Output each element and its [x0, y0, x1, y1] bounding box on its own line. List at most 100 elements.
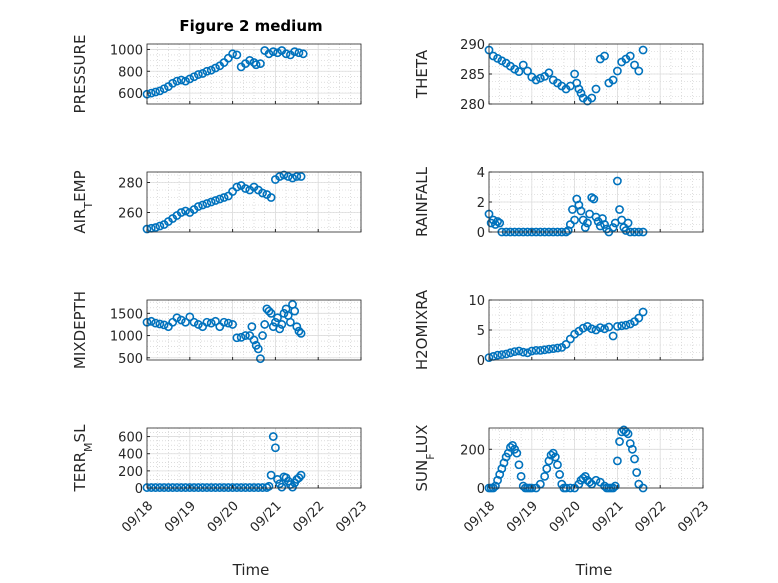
axes-box	[146, 43, 362, 105]
data-point	[501, 349, 511, 359]
data-point	[623, 218, 633, 228]
y-label-subscript: M	[82, 442, 95, 452]
data-point	[172, 313, 182, 323]
data-point	[514, 67, 524, 76]
data-point	[258, 331, 267, 340]
data-point	[583, 218, 592, 228]
data-point	[583, 321, 592, 331]
data-point	[613, 456, 622, 466]
data-point	[159, 483, 169, 492]
data-point	[189, 317, 199, 327]
data-point	[615, 437, 624, 446]
data-point	[574, 84, 584, 94]
y-tick-label: 290	[460, 38, 485, 53]
data-point	[151, 483, 160, 492]
data-point	[151, 87, 160, 97]
data-point	[600, 324, 609, 334]
data-point	[544, 68, 554, 78]
y-tick-label: 260	[118, 207, 143, 222]
data-point	[625, 51, 635, 61]
data-point	[553, 343, 562, 353]
subplot-terr-msl: 0 200 400 600 09/18 09/19 09/20 09/21 09/22 09/23…	[71, 424, 370, 536]
data-point	[232, 483, 242, 492]
data-point	[215, 194, 225, 204]
y-tick-label: 1000	[110, 43, 143, 58]
data-point	[256, 354, 265, 364]
data-point	[589, 194, 599, 204]
data-point	[228, 49, 237, 59]
data-point	[155, 319, 165, 329]
data-point	[555, 470, 565, 479]
data-point	[266, 308, 276, 318]
y-tick-label: 10	[468, 294, 485, 309]
data-point	[256, 59, 265, 69]
data-point	[510, 64, 520, 74]
data-point	[232, 182, 242, 192]
data-point	[627, 444, 637, 454]
data-point	[542, 464, 552, 474]
data-point	[493, 350, 502, 360]
data-point	[540, 345, 550, 355]
data-point	[493, 54, 502, 63]
data-point	[266, 470, 276, 480]
y-axis-label: TERRMSL	[71, 424, 95, 493]
data-point	[277, 320, 287, 329]
x-tick-label: 09/21	[248, 499, 285, 536]
data-point	[168, 78, 178, 88]
y-tick-label: 0	[477, 482, 485, 497]
y-tick-label: 4	[477, 166, 485, 181]
data-point	[185, 483, 195, 492]
data-point	[159, 84, 169, 94]
y-tick-label: 280	[118, 177, 143, 192]
data-point	[518, 60, 528, 70]
figure-title: Figure 2 medium	[179, 17, 322, 35]
data-point	[193, 202, 203, 211]
data-point	[615, 205, 624, 214]
data-point	[193, 70, 203, 79]
data-point	[275, 324, 285, 334]
data-point	[270, 443, 280, 453]
data-point	[604, 322, 614, 332]
data-point	[523, 66, 532, 76]
data-point	[241, 483, 250, 492]
x-tick-label: 09/23	[675, 499, 712, 536]
data-point	[570, 69, 579, 79]
y-tick-label: 1000	[110, 330, 143, 345]
data-point	[185, 312, 195, 322]
data-point	[298, 49, 308, 59]
data-point	[181, 206, 190, 216]
data-point	[576, 88, 586, 98]
data-point	[211, 196, 220, 205]
data-point	[245, 55, 255, 65]
data-point	[168, 483, 178, 492]
data-point	[260, 320, 270, 329]
data-point	[176, 208, 186, 217]
y-label-part: EMP	[71, 170, 89, 201]
data-point	[155, 86, 165, 96]
x-tick-label: 09/23	[333, 499, 370, 536]
y-tick-label: 280	[460, 98, 485, 113]
data-point	[488, 51, 498, 61]
data-point	[632, 468, 642, 477]
data-point	[610, 481, 620, 491]
data-point	[553, 460, 562, 470]
y-label-part: SUN	[413, 460, 431, 492]
data-point	[245, 483, 255, 492]
data-point	[228, 320, 237, 329]
data-point	[587, 93, 597, 103]
data-point	[172, 76, 182, 86]
data-point	[634, 313, 644, 323]
data-point	[268, 432, 278, 441]
data-point	[518, 347, 528, 357]
y-tick-label: 5	[477, 324, 485, 339]
data-point	[634, 66, 644, 76]
subplot-air-temp: 260 280 AIRTEMP	[71, 170, 362, 234]
data-point	[608, 331, 618, 341]
data-point	[181, 483, 190, 492]
data-point	[546, 450, 556, 460]
data-point	[591, 325, 601, 335]
data-point	[253, 344, 263, 354]
data-point	[296, 328, 306, 338]
x-tick-label: 09/20	[547, 499, 584, 536]
data-point	[193, 320, 203, 329]
